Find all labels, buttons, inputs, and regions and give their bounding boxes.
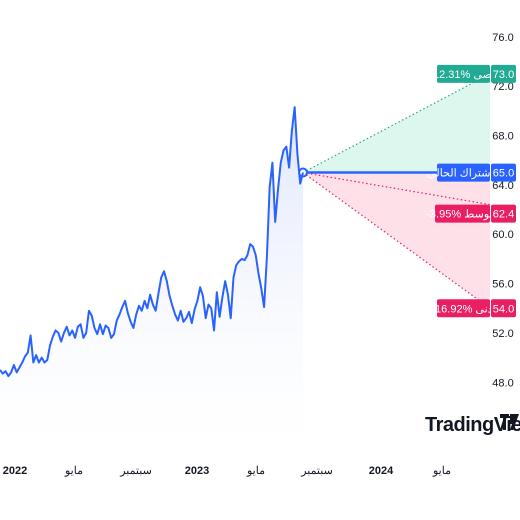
current-label-text: الاشتراك الحالي [427, 168, 500, 180]
forecast-low-line [302, 172, 491, 309]
high-label-badge [437, 64, 490, 83]
x-tick-label: 2024 [369, 465, 394, 477]
y-tick-label: 64.0 [492, 180, 513, 192]
high-price-text: 73.0 [493, 69, 514, 81]
y-tick-label: 68.0 [492, 131, 513, 143]
tradingview-logo: TradingView [425, 414, 520, 436]
current-label-badge [437, 163, 490, 182]
y-tick-label: 56.0 [492, 279, 513, 291]
price-series-layer [0, 106, 304, 456]
low-price-text: 54.0 [493, 303, 514, 315]
x-axis: 2022 مايو سبتمبر 2023 مايو سبتمبر 2024 م… [3, 465, 451, 477]
x-tick-label: مايو [432, 465, 451, 477]
x-tick-label: 2023 [185, 465, 209, 477]
price-series-line [0, 106, 304, 378]
tradingview-logo-icon [500, 414, 519, 430]
average-label-text: -3.95% متوسط [426, 209, 499, 221]
low-label-text: -16.92% أدنى [431, 301, 495, 315]
forecast-high-line [302, 73, 491, 174]
x-tick-label: سبتمبر [119, 465, 152, 477]
forecast-badges: +12.31% أقصى 73.0 الاشتراك الحالي 65.0 -… [426, 64, 516, 318]
x-tick-label: 2022 [3, 465, 27, 477]
x-tick-label: مايو [246, 465, 265, 477]
average-price-badge [491, 204, 516, 223]
low-label-badge [437, 299, 490, 318]
y-tick-label: 60.0 [492, 229, 513, 241]
average-label-badge [435, 204, 490, 223]
x-tick-label: مايو [64, 465, 83, 477]
x-tick-label: سبتمبر [300, 465, 333, 477]
y-tick-label: 52.0 [492, 328, 513, 340]
high-label-text: +12.31% أقصى [427, 67, 501, 81]
y-tick-label: 72.0 [492, 81, 513, 93]
y-axis: 76.0 72.0 68.0 64.0 60.0 56.0 52.0 48.0 [492, 32, 513, 389]
y-tick-label: 76.0 [492, 32, 513, 44]
y-tick-label: 48.0 [492, 377, 513, 389]
forecast-layer [298, 73, 491, 309]
current-price-text: 65.0 [493, 168, 514, 180]
price-area-fill [0, 107, 303, 456]
high-price-badge [491, 64, 516, 83]
forecast-high-zone [303, 73, 490, 173]
current-price-badge [491, 163, 516, 182]
tradingview-logo-text: TradingView [425, 414, 520, 436]
average-price-text: 62.4 [493, 209, 514, 221]
low-price-badge [491, 299, 516, 318]
